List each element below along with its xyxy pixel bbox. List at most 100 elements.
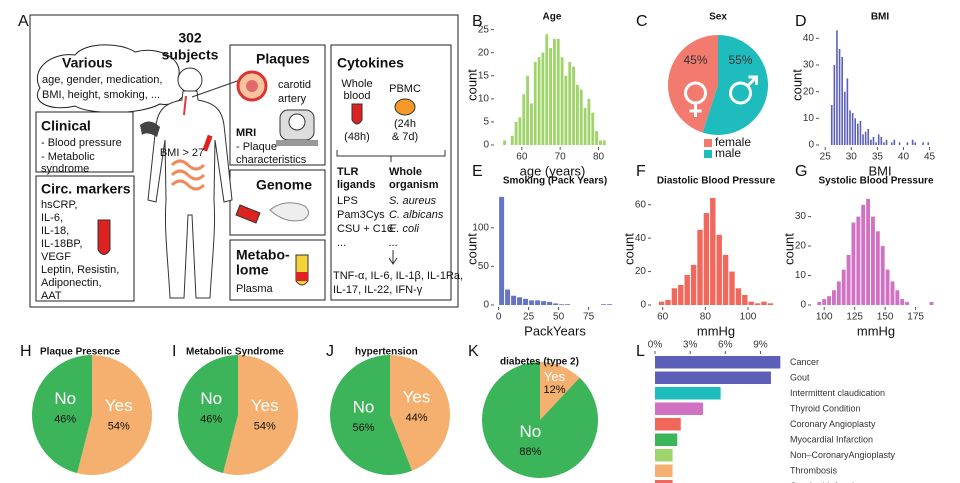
x-axis-label: age (years) bbox=[520, 163, 586, 178]
value-label: 12% bbox=[544, 384, 566, 396]
bar bbox=[547, 301, 553, 305]
value-label: 46% bbox=[200, 414, 222, 426]
bar bbox=[885, 269, 890, 305]
pie-slice bbox=[32, 355, 92, 474]
bar bbox=[880, 246, 885, 305]
bar bbox=[890, 142, 893, 145]
panel-letter: D bbox=[795, 13, 807, 30]
bar bbox=[836, 30, 838, 145]
chart-title: Sex bbox=[709, 12, 727, 23]
value-label: 56% bbox=[352, 422, 374, 434]
x-tick-label: 175 bbox=[907, 312, 924, 323]
artery-lumen bbox=[246, 80, 258, 92]
x-tick-label: 45 bbox=[924, 152, 936, 163]
mri-table bbox=[276, 140, 318, 146]
bar bbox=[518, 117, 522, 145]
circ-marker: IL-18, bbox=[41, 225, 69, 237]
panel-a-text: IL-17, IL-22, IFN-γ bbox=[333, 284, 423, 296]
bar bbox=[846, 254, 851, 305]
category-label: Thrombosis bbox=[790, 466, 838, 476]
y-tick-label: 0 bbox=[640, 300, 646, 311]
organism: C. albicans bbox=[389, 209, 444, 221]
bar bbox=[655, 356, 781, 369]
category-label: Cancer bbox=[790, 357, 819, 367]
bar bbox=[511, 295, 517, 305]
chart-title: diabetes (type 2) bbox=[500, 357, 579, 368]
category-label: Gout bbox=[790, 373, 810, 383]
bar bbox=[529, 300, 535, 305]
bar bbox=[522, 94, 526, 145]
bar bbox=[655, 402, 704, 415]
pie-slice bbox=[330, 355, 413, 475]
circ-marker: IL-6, bbox=[41, 212, 63, 224]
y-tick-label: 20 bbox=[478, 47, 490, 58]
cytokines-box bbox=[330, 44, 452, 301]
y-tick-label: 60 bbox=[635, 199, 647, 210]
slice-label: Yes bbox=[105, 396, 133, 415]
tlr-ligand: CSU + C16 bbox=[337, 223, 393, 235]
bar bbox=[560, 57, 564, 145]
bar bbox=[871, 216, 875, 305]
bar bbox=[893, 139, 896, 145]
bar bbox=[568, 61, 572, 145]
bar bbox=[678, 284, 684, 305]
bar bbox=[875, 231, 880, 305]
y-tick-label: 5 bbox=[483, 117, 489, 128]
bar bbox=[703, 213, 710, 305]
panel-letter: B bbox=[472, 13, 483, 30]
bar bbox=[535, 300, 541, 305]
bar bbox=[541, 301, 547, 305]
bar bbox=[655, 480, 673, 483]
bar bbox=[846, 78, 849, 145]
x-tick-label: 40 bbox=[898, 152, 910, 163]
panel-a-text: lome bbox=[236, 262, 269, 278]
circ-marker: Leptin, Resistin, bbox=[41, 264, 119, 276]
x-axis-label: mmHg bbox=[697, 323, 735, 338]
bar bbox=[895, 290, 900, 305]
bar bbox=[655, 449, 673, 462]
panel-a-text: Metabo- bbox=[236, 247, 290, 263]
panel-letter: E bbox=[472, 163, 483, 180]
genome-box bbox=[229, 169, 326, 236]
y-tick-label: 20 bbox=[795, 241, 807, 252]
circ-box bbox=[35, 175, 135, 302]
x-tick-label: 60 bbox=[657, 312, 669, 323]
bar bbox=[564, 75, 568, 145]
bar bbox=[851, 222, 856, 305]
bar bbox=[655, 387, 721, 400]
bar bbox=[822, 299, 827, 305]
sex-symbol bbox=[729, 81, 752, 105]
y-tick-label: 20 bbox=[635, 266, 647, 277]
panel-a-text: characteristics bbox=[236, 154, 307, 166]
bar bbox=[665, 299, 671, 305]
bar bbox=[655, 433, 678, 446]
panel-a-text: TLR bbox=[337, 166, 358, 178]
panel-a-text: carotid bbox=[278, 79, 311, 91]
y-axis-label: count bbox=[781, 233, 796, 265]
dna-icon bbox=[269, 202, 309, 222]
y-tick-label: 40 bbox=[635, 233, 647, 244]
panel-a-text: Whole bbox=[389, 166, 422, 178]
y-tick-label: 0 bbox=[800, 300, 806, 311]
x-tick-label: 3% bbox=[683, 340, 698, 351]
panel-a-text: blood bbox=[344, 90, 371, 102]
bar bbox=[655, 418, 681, 431]
bar bbox=[576, 85, 579, 145]
bar bbox=[838, 49, 841, 145]
y-tick-label: 15 bbox=[478, 70, 490, 81]
bar bbox=[870, 139, 872, 145]
panel-letter: G bbox=[795, 163, 807, 180]
tlr-ligand: ... bbox=[337, 237, 346, 249]
y-axis-label: count bbox=[464, 233, 479, 265]
bar bbox=[530, 103, 533, 145]
x-tick-label: 80 bbox=[700, 312, 712, 323]
bar bbox=[526, 75, 529, 145]
panel-a-text: - Blood pressure bbox=[41, 137, 122, 149]
sex-symbol bbox=[746, 75, 758, 88]
bar bbox=[690, 264, 697, 305]
category-label: Coronary Angioplasty bbox=[790, 419, 876, 429]
panel-a-text: Plaques bbox=[256, 51, 310, 67]
tlr-ligand: LPS bbox=[337, 195, 358, 207]
bar bbox=[827, 296, 832, 305]
value-label: 44% bbox=[406, 412, 428, 424]
